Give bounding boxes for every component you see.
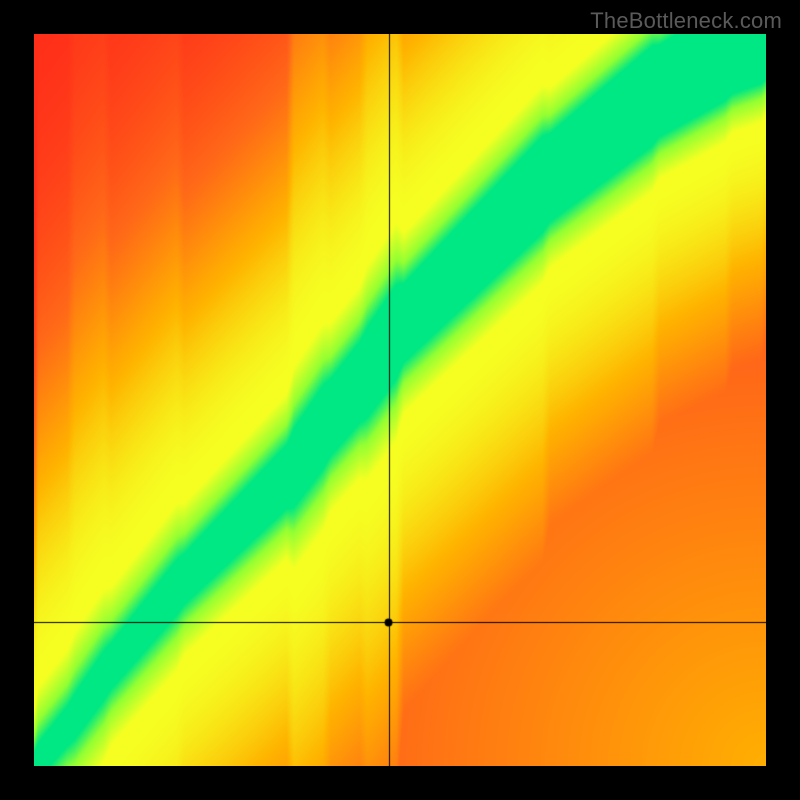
watermark-text: TheBottleneck.com xyxy=(590,8,782,34)
heatmap-plot xyxy=(34,34,766,766)
crosshair-overlay xyxy=(34,34,766,766)
